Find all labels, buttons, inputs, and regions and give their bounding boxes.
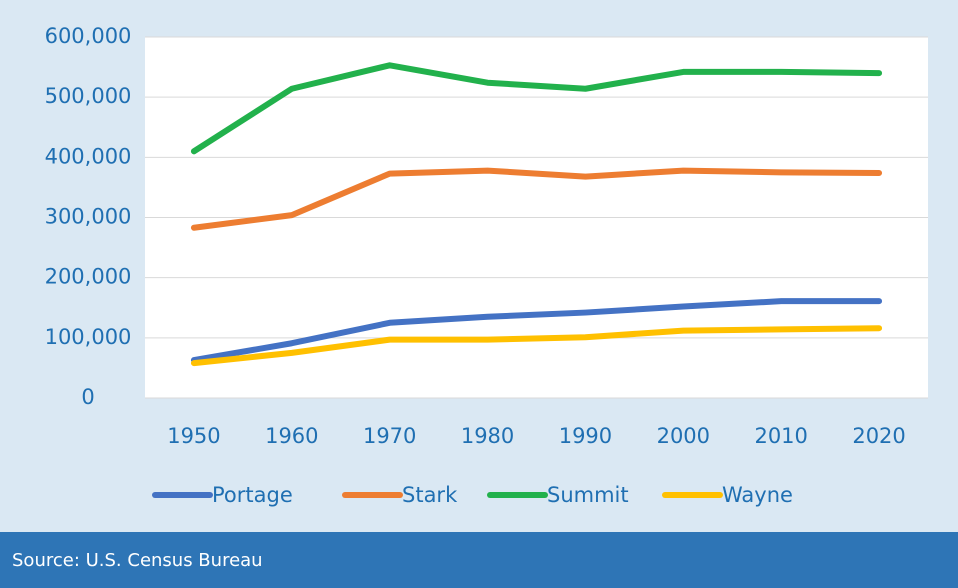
y-tick-label: 400,000 xyxy=(45,144,132,168)
y-tick-label: 300,000 xyxy=(45,205,132,229)
x-tick-label: 1950 xyxy=(167,424,220,448)
source: Source: U.S. Census Bureau xyxy=(12,550,263,571)
y-tick-label: 200,000 xyxy=(45,265,132,289)
legend-label: Summit xyxy=(547,483,629,507)
y-tick-label: 600,000 xyxy=(45,24,132,48)
series-line xyxy=(190,298,883,364)
y-tick-label: 0 xyxy=(81,385,94,409)
x-tick-label: 1960 xyxy=(265,424,318,448)
series-line xyxy=(190,325,883,367)
series-line xyxy=(190,167,883,231)
x-tick-label: 1990 xyxy=(559,424,612,448)
y-tick-label: 100,000 xyxy=(45,325,132,349)
x-tick-label: 1980 xyxy=(461,424,514,448)
y-tick-label: 500,000 xyxy=(45,84,132,108)
x-tick-label: 2000 xyxy=(657,424,710,448)
legend-label: Stark xyxy=(402,483,458,507)
series-line xyxy=(190,62,883,155)
legend-label: Portage xyxy=(212,483,293,507)
legend-label: Wayne xyxy=(722,483,793,507)
x-tick-label: 2010 xyxy=(754,424,807,448)
x-tick-label: 1970 xyxy=(363,424,416,448)
x-tick-label: 2020 xyxy=(852,424,905,448)
footer xyxy=(0,532,958,588)
